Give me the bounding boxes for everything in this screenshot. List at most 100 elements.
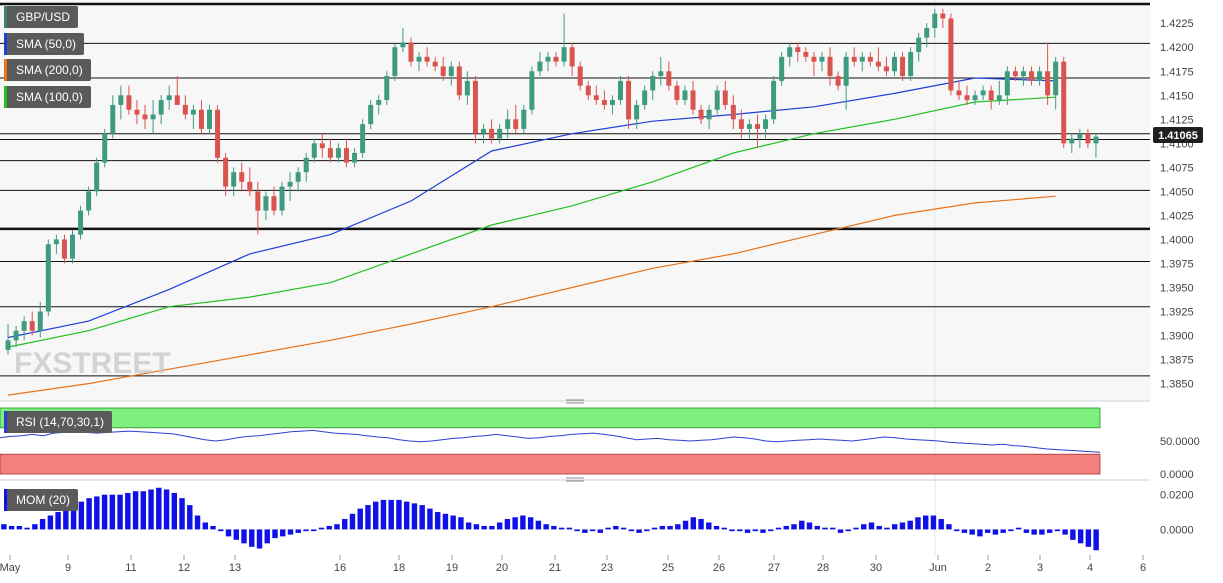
mom-bar <box>264 529 270 544</box>
mom-bar <box>1031 529 1037 535</box>
candle-body <box>714 90 720 110</box>
date-tick-label: May <box>0 562 21 574</box>
rsi-line <box>0 429 1101 453</box>
candle-body <box>118 95 124 105</box>
candle-body <box>263 196 269 211</box>
rsi-tag[interactable]: RSI (14,70,30,1) <box>4 411 113 433</box>
mom-bar <box>814 525 820 530</box>
candle-body <box>988 90 994 101</box>
mom-bar <box>915 517 921 530</box>
mom-bar <box>1085 529 1092 547</box>
candle-body <box>1077 133 1083 139</box>
mom-bar <box>558 527 565 530</box>
mom-bar <box>853 527 859 530</box>
mom-bar <box>1039 529 1045 535</box>
candle-body <box>231 172 237 187</box>
mom-bar <box>930 515 937 530</box>
candle-body <box>1085 133 1091 144</box>
mom-panel: 0.0200 0.0000 <box>1 487 1194 551</box>
candle-body <box>537 61 543 72</box>
candle-body <box>400 42 406 48</box>
price-tick-label: 1.3900 <box>1160 331 1194 343</box>
mom-bar <box>682 520 689 530</box>
symbol-tag[interactable]: GBP/USD <box>4 6 79 28</box>
candle-body <box>577 66 583 86</box>
mom-bar <box>861 524 867 530</box>
mom-bar <box>713 525 720 530</box>
mom-bar <box>70 505 77 530</box>
candle-body <box>1045 71 1051 96</box>
candle-body <box>626 80 632 120</box>
candle-body <box>126 95 132 110</box>
candle-body <box>738 119 744 129</box>
mom-bar <box>125 492 131 530</box>
candle-body <box>384 76 390 101</box>
mom-bar <box>179 498 185 530</box>
candle-body <box>561 47 567 62</box>
mom-bar <box>156 487 162 530</box>
mom-bar <box>1093 529 1099 551</box>
candle-body <box>948 18 954 91</box>
rsi-tick-label: 0.0000 <box>1160 469 1194 481</box>
candle-body <box>996 95 1002 101</box>
candle-body <box>198 109 204 129</box>
date-tick-label: 12 <box>178 562 190 574</box>
sma200-tag[interactable]: SMA (200,0) <box>4 59 91 81</box>
mom-bar <box>907 520 913 530</box>
candle-body <box>529 71 535 110</box>
sma50-color-bar <box>4 33 7 55</box>
mom-bar <box>620 527 627 530</box>
candle-body <box>215 109 221 158</box>
mom-bar <box>1008 529 1014 532</box>
mom-bar <box>512 517 518 530</box>
date-tick-label: 16 <box>334 562 346 574</box>
candle-body <box>763 119 769 129</box>
mom-bar <box>1 524 7 530</box>
sma-50-path <box>7 77 1056 339</box>
mom-bar <box>78 501 85 530</box>
sma200-label: SMA (200,0) <box>16 63 83 77</box>
mom-bar <box>597 529 604 533</box>
mom-bar <box>698 519 704 530</box>
date-tick-label: 23 <box>601 562 613 574</box>
candle-body <box>690 90 696 110</box>
mom-bar <box>450 515 456 530</box>
sma50-tag[interactable]: SMA (50,0) <box>4 33 85 55</box>
candle-body <box>940 13 946 19</box>
watermark: FXSTREET <box>14 347 171 380</box>
candle-body <box>932 13 938 29</box>
candle-body <box>779 56 785 81</box>
candle-body <box>86 191 92 211</box>
sma100-tag[interactable]: SMA (100,0) <box>4 86 91 108</box>
candle-body <box>609 100 615 105</box>
mom-bar <box>845 529 851 532</box>
candle-body <box>658 71 664 77</box>
mom-bar <box>527 517 534 530</box>
mom-bar <box>791 524 797 530</box>
mom-bar <box>605 527 611 530</box>
candle-body <box>601 100 607 105</box>
candle-body <box>706 109 712 120</box>
candle-body <box>666 71 672 86</box>
candle-body <box>843 56 849 86</box>
mom-bar <box>752 529 758 532</box>
candle-body <box>456 66 462 96</box>
mom-bar <box>1062 529 1068 535</box>
mom-bar <box>272 529 278 539</box>
mom-bar <box>992 529 999 535</box>
mom-bar <box>481 525 487 530</box>
mom-tag[interactable]: MOM (20) <box>4 489 78 511</box>
date-tick-label: 9 <box>65 562 71 574</box>
candle-body <box>295 172 301 182</box>
symbol-color-bar <box>4 6 7 28</box>
resize-handle-1[interactable] <box>566 399 584 404</box>
resize-handle-2[interactable] <box>566 477 584 482</box>
candle-body <box>134 109 140 115</box>
candle-body <box>158 100 164 115</box>
mom-bar <box>109 494 116 530</box>
candle-body <box>319 143 325 149</box>
candle-body <box>247 181 253 192</box>
price-tick-label: 1.3850 <box>1160 379 1194 391</box>
price-tick-label: 1.4175 <box>1160 66 1194 78</box>
